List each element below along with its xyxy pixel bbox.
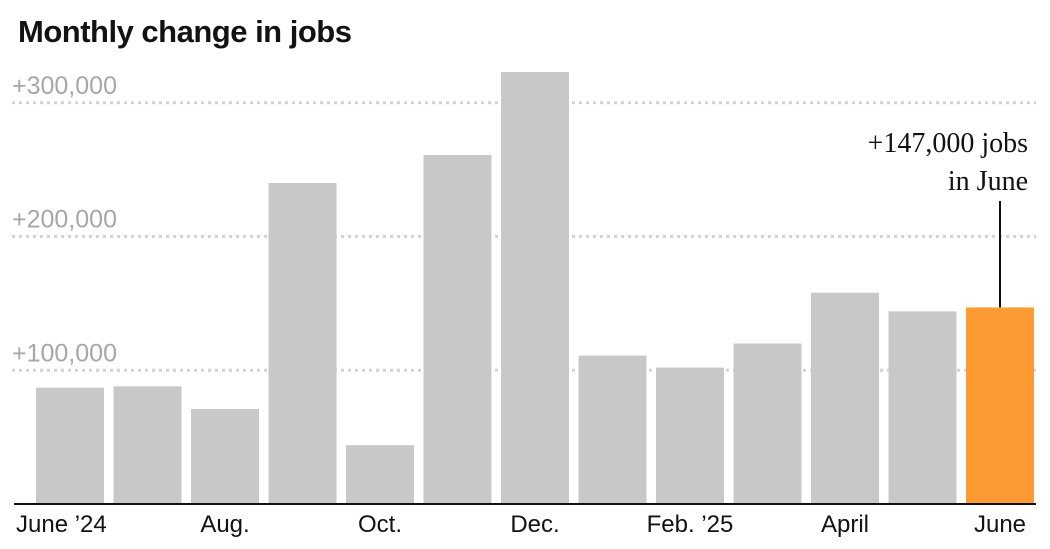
x-tick-label: Oct.: [358, 511, 402, 538]
y-tick-label: +300,000: [12, 72, 117, 100]
y-tick-label: +200,000: [12, 206, 117, 234]
x-tick-label: April: [821, 511, 869, 538]
bar: [656, 367, 724, 504]
annotation-text: +147,000 jobs: [868, 128, 1028, 159]
x-tick-label: Dec.: [510, 511, 559, 538]
annotation: +147,000 jobs in June: [868, 128, 1028, 308]
bar: [268, 183, 337, 505]
bar: [733, 343, 802, 504]
bar: [113, 386, 182, 504]
bar: [888, 311, 957, 504]
bar: [501, 72, 569, 504]
x-tick-label: Aug.: [200, 511, 249, 538]
bar: [36, 387, 104, 504]
bar: [578, 355, 647, 504]
x-tick-label: June: [974, 511, 1026, 538]
x-tick-label: Feb. ’25: [647, 511, 734, 538]
y-tick-label: +100,000: [12, 339, 117, 367]
x-axis-ticks: June ’24 Aug. Oct. Dec. Feb. ’25 April June: [16, 511, 1026, 538]
bar: [191, 409, 259, 504]
bar: [346, 445, 414, 504]
bar: [423, 154, 492, 504]
y-axis-ticks: +100,000 +200,000 +300,000: [12, 72, 117, 367]
annotation-text: in June: [948, 166, 1028, 197]
chart-title: Monthly change in jobs: [18, 14, 352, 49]
bars: [36, 72, 1034, 505]
bar: [966, 307, 1034, 504]
bar: [811, 292, 879, 504]
x-tick-label: June ’24: [16, 511, 107, 538]
